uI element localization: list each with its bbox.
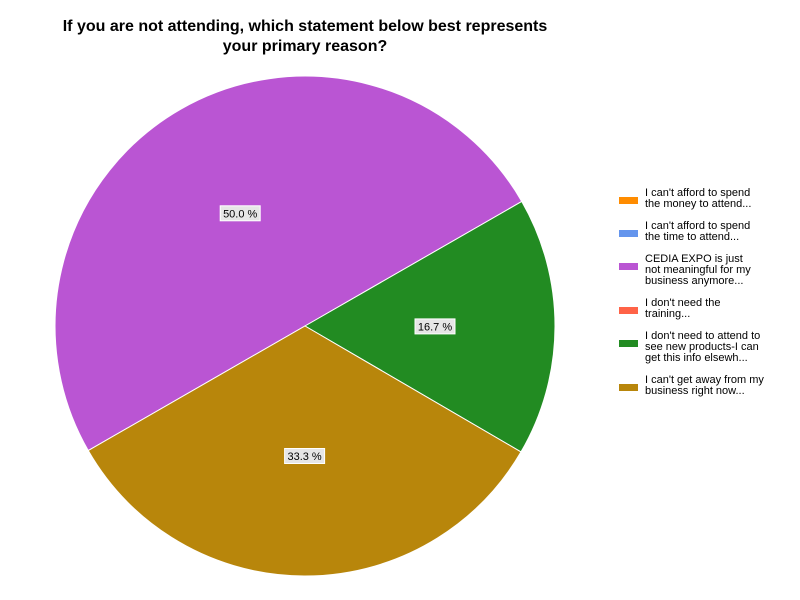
svg-text:50.0 %: 50.0 % (223, 208, 257, 220)
legend-item-money: I can't afford to spend the money to att… (619, 188, 794, 221)
legend-label-money-line-2: the money to attend... (645, 198, 752, 210)
legend-label-not-meaningful-line-3: business anymore... (645, 275, 744, 287)
legend-item-time: I can't afford to spend the time to atte… (619, 221, 794, 254)
data-label-not-meaningful: 50.0 % (219, 205, 261, 222)
chart-title-line-2: your primary reason? (222, 38, 388, 55)
legend-label-get-away-line-2: business right now... (645, 385, 745, 397)
legend-item-training: I don't need the training... (619, 298, 794, 331)
pie-slice-not-meaningful (54, 75, 523, 452)
chart-title-line-1: If you are not attending, which statemen… (62, 18, 548, 35)
legend-label-money-line-1: I can't afford to spend (645, 187, 751, 199)
legend-swatch-time (619, 230, 638, 237)
legend-swatch-money (619, 197, 638, 204)
legend: I can't afford to spend the money to att… (619, 188, 794, 408)
legend-swatch-new-products (619, 340, 638, 347)
legend-label-new-products-line-3: get this info elsewh... (645, 352, 748, 364)
legend-label-new-products-line-2: see new products-I can (645, 341, 759, 353)
legend-swatch-get-away (619, 384, 638, 391)
legend-label-time-line-1: I can't afford to spend (645, 220, 751, 232)
chart-title: If you are not attending, which statemen… (40, 17, 570, 57)
data-label-new-products: 16.7 % (414, 318, 456, 335)
legend-item-new-products: I don't need to attend to see new produc… (619, 331, 794, 375)
legend-swatch-not-meaningful (619, 263, 638, 270)
data-label-get-away: 33.3 % (284, 448, 326, 464)
legend-label-time-line-2: the time to attend... (645, 231, 740, 243)
legend-item-not-meaningful: CEDIA EXPO is just not meaningful for my… (619, 254, 794, 298)
legend-item-get-away: I can't get away from my business right … (619, 375, 794, 408)
legend-label-not-meaningful-line-1: CEDIA EXPO is just (645, 253, 743, 265)
legend-label-get-away-line-1: I can't get away from my (645, 374, 764, 386)
legend-label-training-line-1: I don't need the (645, 297, 721, 309)
svg-text:33.3 %: 33.3 % (287, 451, 321, 463)
svg-text:16.7 %: 16.7 % (418, 321, 452, 333)
legend-label-new-products-line-1: I don't need to attend to (645, 330, 761, 342)
legend-label-training-line-2: training... (645, 308, 691, 320)
legend-label-not-meaningful-line-2: not meaningful for my (645, 264, 751, 276)
legend-swatch-training (619, 307, 638, 314)
